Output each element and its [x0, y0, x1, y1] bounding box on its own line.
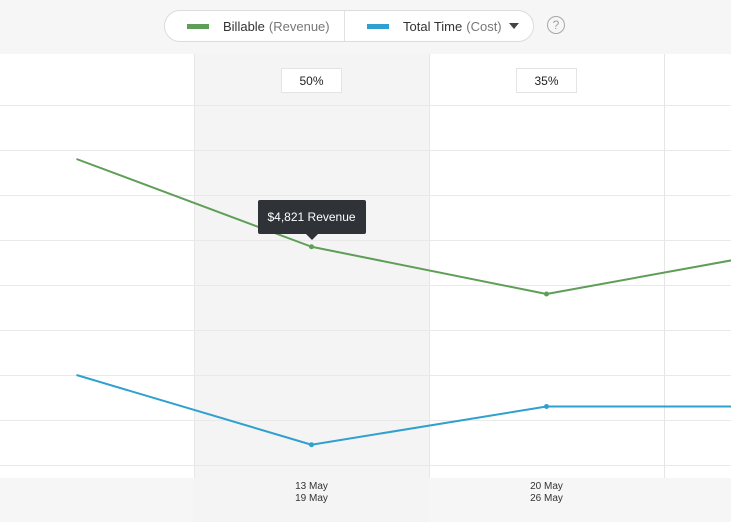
total-series-line [76, 374, 731, 446]
legend-item-billable[interactable]: Billable (Revenue) [165, 11, 345, 41]
percent-box [516, 68, 577, 93]
legend-total-label: Total Time [403, 18, 463, 34]
legend-item-total-time[interactable]: Total Time (Cost) [345, 11, 533, 41]
total-point [544, 404, 549, 409]
percent-label: 50% [299, 74, 323, 88]
x-tick-label: 13 May [295, 481, 328, 492]
billable-point [544, 291, 549, 297]
legend: Billable (Revenue) Total Time (Cost) [164, 10, 534, 42]
help-icon[interactable]: ? [547, 16, 565, 34]
billable-swatch-icon [187, 23, 209, 29]
billable-point [309, 244, 314, 250]
billable-series-line [76, 158, 731, 295]
x-tick-label: 26 May [530, 493, 563, 504]
total-point [309, 442, 314, 448]
legend-billable-label: Billable [223, 18, 265, 34]
x-tick-label: 19 May [295, 493, 328, 504]
legend-billable-sub: (Revenue) [268, 18, 330, 34]
total-time-swatch-icon [367, 23, 389, 29]
legend-total-sub: (Cost) [466, 18, 502, 34]
chevron-down-icon[interactable] [508, 23, 519, 29]
percent-box [281, 68, 342, 93]
revenue-tooltip: $4,821 Revenue [257, 199, 366, 240]
highlight-band [194, 54, 429, 522]
x-tick-label: 20 May [530, 481, 563, 492]
percent-label: 35% [534, 74, 558, 88]
